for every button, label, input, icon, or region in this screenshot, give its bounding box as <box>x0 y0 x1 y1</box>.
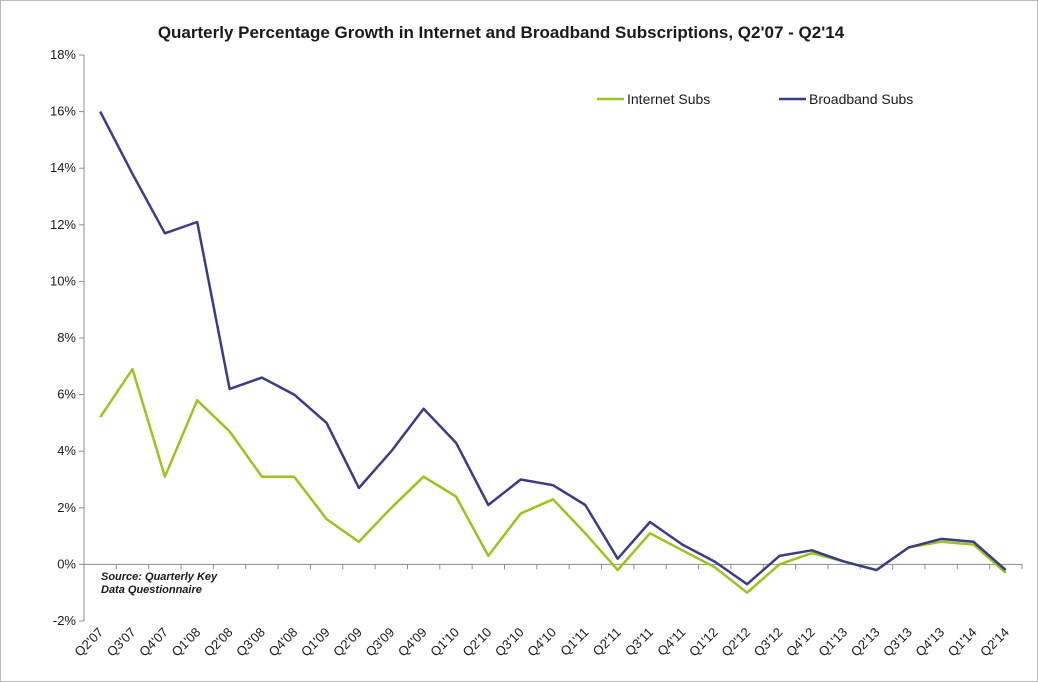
x-tick-label: Q3'07 <box>104 625 139 660</box>
x-tick-label: Q4'11 <box>654 625 688 659</box>
x-tick-label: Q2'07 <box>71 625 106 660</box>
x-tick-label: Q2'11 <box>590 625 624 659</box>
x-tick-label: Q1'12 <box>686 625 721 660</box>
y-tick-label: 4% <box>57 443 76 458</box>
y-tick-label: 14% <box>50 160 76 175</box>
series-lines <box>99 111 1007 594</box>
x-tick-label: Q2'09 <box>330 625 365 660</box>
source-annotation-line-1: Source: Quarterly Key <box>101 571 218 583</box>
source-annotation-line-2: Data Questionnaire <box>101 584 202 596</box>
y-tick-label: 2% <box>57 500 76 515</box>
x-tick-label: Q1'08 <box>168 625 203 660</box>
y-tick-label: 6% <box>57 387 76 402</box>
x-tick-label: Q4'12 <box>783 625 818 660</box>
x-tick-label: Q1'14 <box>945 625 980 660</box>
legend-label: Broadband Subs <box>809 91 913 107</box>
x-tick-label: Q1'09 <box>298 625 333 660</box>
y-tick-label: 0% <box>57 556 76 571</box>
y-tick-label: 8% <box>57 330 76 345</box>
x-tick-label: Q2'10 <box>460 625 495 660</box>
x-tick-label: Q1'10 <box>427 625 462 660</box>
x-tick-label: Q1'11 <box>557 625 591 659</box>
x-tick-label: Q4'09 <box>395 625 430 660</box>
x-tick-label: Q4'08 <box>266 625 301 660</box>
y-tick-label: 10% <box>50 273 76 288</box>
x-tick-label: Q2'08 <box>201 625 236 660</box>
x-tick-label: Q3'12 <box>751 625 786 660</box>
legend: Internet Subs Broadband Subs <box>597 91 913 107</box>
x-tick-label: Q3'11 <box>622 625 656 659</box>
x-tick-label: Q3'09 <box>363 625 398 660</box>
y-axis-ticks: -2% 0% 2% 4% 6% 8% 10% 12% 14% 16% 18% <box>50 47 84 628</box>
y-tick-label: 12% <box>50 217 76 232</box>
series-line-broadband-subs <box>99 111 1007 586</box>
y-tick-label: 18% <box>50 47 76 62</box>
x-tick-label: Q3'13 <box>880 625 915 660</box>
y-tick-label: 16% <box>50 104 76 119</box>
axes <box>83 55 1022 621</box>
x-tick-label: Q2'12 <box>718 625 753 660</box>
x-tick-label: Q3'10 <box>492 625 527 660</box>
x-tick-label: Q4'13 <box>912 625 947 660</box>
x-tick-label: Q3'08 <box>233 625 268 660</box>
x-tick-label: Q2'13 <box>848 625 883 660</box>
legend-label: Internet Subs <box>627 91 710 107</box>
chart-title: Quarterly Percentage Growth in Internet … <box>158 23 845 42</box>
series-line-internet-subs <box>99 367 1007 594</box>
x-tick-label: Q4'07 <box>136 625 171 660</box>
x-tick-label: Q4'10 <box>524 625 559 660</box>
y-tick-label: -2% <box>53 613 77 628</box>
x-tick-label: Q2'14 <box>977 625 1012 660</box>
x-tick-label: Q1'13 <box>815 625 850 660</box>
